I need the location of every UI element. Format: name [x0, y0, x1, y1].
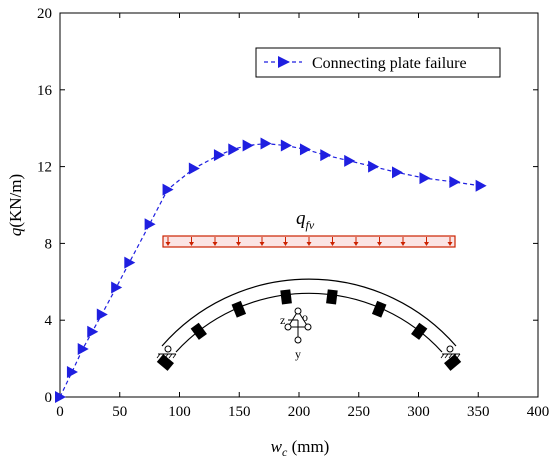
- series-group: [55, 137, 487, 403]
- inset-axis-z: z: [280, 313, 285, 327]
- data-point: [213, 149, 225, 162]
- load-arrowhead: [283, 242, 288, 246]
- legend: Connecting plate failure: [255, 47, 501, 78]
- x-tick-label: 100: [168, 404, 191, 420]
- x-tick-label: 200: [288, 404, 311, 420]
- data-point: [228, 143, 240, 156]
- x-axis-title-unit: (mm): [287, 437, 329, 456]
- y-tick-label: 0: [45, 390, 53, 406]
- inset-axis-y: y: [295, 347, 301, 361]
- y-tick-label: 16: [37, 83, 53, 99]
- data-point: [419, 172, 431, 185]
- y-tick-label: 20: [37, 6, 52, 22]
- legend-box: [255, 47, 501, 78]
- load-arrowhead: [400, 242, 406, 246]
- data-point: [188, 162, 200, 175]
- load-arrowhead: [259, 242, 265, 246]
- x-tick-label: 250: [348, 404, 371, 420]
- data-point: [475, 179, 487, 192]
- data-point: [299, 143, 311, 156]
- axes: 0 50 100 150 200 250 300 350 400 0 4 8 12 16 20: [37, 6, 549, 420]
- load-arrowhead: [447, 242, 453, 246]
- data-point: [344, 154, 356, 167]
- connecting-plate: [156, 354, 174, 371]
- connecting-plate: [280, 289, 292, 305]
- left-support: [156, 345, 177, 359]
- load-arrows: [165, 237, 453, 246]
- x-axis-title: wc (mm): [271, 437, 330, 459]
- data-point: [368, 160, 380, 173]
- series-line: [59, 142, 481, 398]
- connecting-plate: [190, 322, 207, 340]
- connecting-plates: [156, 289, 462, 371]
- x-axis-title-var: w: [271, 437, 283, 456]
- data-point: [87, 325, 99, 338]
- section-icon: z o y: [280, 307, 312, 361]
- x-tick-label: 150: [228, 404, 251, 420]
- data-point: [66, 366, 78, 379]
- connecting-plate: [411, 322, 428, 340]
- data-point: [111, 281, 123, 294]
- right-support: [440, 345, 461, 359]
- y-axis-title: q(KN/m): [6, 174, 25, 236]
- y-tick-label: 8: [45, 236, 53, 252]
- load-arrowhead: [189, 242, 194, 246]
- load-arrowhead: [165, 242, 171, 246]
- data-point: [391, 166, 403, 179]
- y-axis-title-unit: (KN/m): [6, 174, 25, 228]
- load-arrowhead: [424, 242, 429, 246]
- inset-origin: o: [302, 310, 308, 324]
- inset-schematic: qfv z o y: [156, 208, 462, 371]
- legend-label: Connecting plate failure: [312, 55, 467, 72]
- data-point: [320, 149, 332, 162]
- x-tick-label: 350: [467, 404, 490, 420]
- data-point: [260, 137, 272, 150]
- data-point: [242, 139, 254, 152]
- data-point: [449, 175, 461, 188]
- inset-load-subscript: fv: [306, 218, 315, 232]
- connecting-plate: [231, 300, 247, 318]
- x-axis-title-sub: c: [282, 445, 288, 459]
- data-point: [55, 391, 66, 403]
- legend-marker: [278, 56, 290, 68]
- data-point: [280, 139, 292, 152]
- data-point: [77, 343, 89, 355]
- load-arrowhead: [330, 242, 335, 246]
- inset-load-symbol: q: [296, 208, 306, 229]
- load-arrowhead: [236, 242, 241, 246]
- data-point: [144, 218, 156, 231]
- data-point: [162, 183, 174, 196]
- x-tick-label: 300: [407, 404, 430, 420]
- y-tick-label: 4: [45, 313, 53, 329]
- load-arrowhead: [306, 242, 312, 246]
- connecting-plate: [371, 300, 387, 318]
- inset-load-label: qfv: [296, 208, 315, 232]
- arch-inner: [175, 292, 443, 353]
- data-point: [124, 256, 136, 269]
- x-tick-label: 50: [112, 404, 127, 420]
- load-arrowhead: [212, 242, 218, 246]
- load-arrowhead: [377, 242, 382, 246]
- x-tick-label: 400: [527, 404, 550, 420]
- load-arrowhead: [353, 242, 359, 246]
- x-tick-label: 0: [56, 404, 64, 420]
- connecting-plate: [444, 354, 462, 371]
- data-point: [96, 308, 108, 321]
- connecting-plate: [326, 289, 338, 305]
- y-axis-title-var: q: [6, 227, 25, 236]
- y-tick-label: 12: [37, 160, 52, 176]
- arch-outer: [161, 278, 457, 347]
